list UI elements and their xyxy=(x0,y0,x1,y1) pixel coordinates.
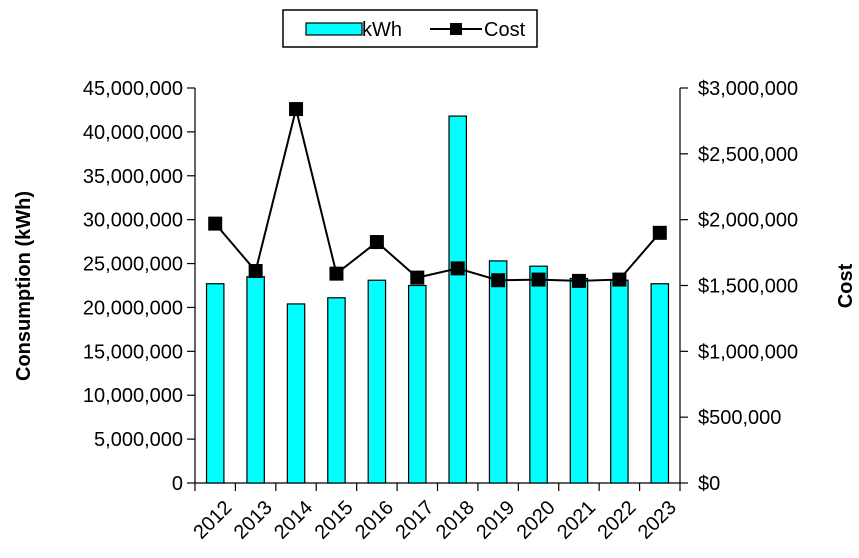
left-tick-label: 45,000,000 xyxy=(83,78,183,100)
legend-label-cost: Cost xyxy=(484,19,526,41)
right-tick-label: $0 xyxy=(698,473,720,495)
right-tick-label: $500,000 xyxy=(698,407,781,429)
kwh-bar xyxy=(529,265,548,484)
cost-line xyxy=(214,108,661,282)
left-axis-ticks: 0 5,000,000 10,000,000 15,000,000 20,000,000… xyxy=(83,78,195,495)
left-tick-label: 0 xyxy=(172,473,183,495)
kwh-bar xyxy=(488,260,508,484)
cost-marker xyxy=(450,261,465,276)
cost-marker xyxy=(329,266,344,281)
legend-marker-cost xyxy=(450,23,462,35)
kwh-bar xyxy=(367,279,387,484)
left-tick-label: 20,000,000 xyxy=(83,297,183,319)
right-tick-label: $1,500,000 xyxy=(698,276,798,298)
x-tick-label: 2020 xyxy=(513,497,560,544)
cost-marker xyxy=(369,235,384,250)
kwh-bars xyxy=(205,115,670,484)
kwh-bar xyxy=(205,283,225,484)
right-tick-label: $2,000,000 xyxy=(698,210,798,232)
right-tick-label: $3,000,000 xyxy=(698,78,798,100)
right-tick-label: $2,500,000 xyxy=(698,144,798,166)
legend-swatch-kwh xyxy=(305,22,363,36)
cost-marker xyxy=(248,264,263,279)
x-tick-label: 2016 xyxy=(351,497,398,544)
cost-marker xyxy=(571,273,586,288)
left-tick-label: 10,000,000 xyxy=(83,385,183,407)
kwh-bar xyxy=(246,276,265,484)
right-axis-ticks: $0 $500,000 $1,000,000 $1,500,000 $2,000,000… xyxy=(680,78,798,495)
legend-label-kwh: kWh xyxy=(362,19,402,41)
x-tick-label: 2013 xyxy=(230,497,277,544)
left-tick-label: 15,000,000 xyxy=(83,341,183,363)
kwh-bar xyxy=(650,283,670,484)
legend: kWh Cost xyxy=(282,9,538,48)
kwh-bar xyxy=(448,115,467,484)
cost-marker xyxy=(289,102,304,117)
right-tick-label: $1,000,000 xyxy=(698,341,798,363)
x-tick-label: 2021 xyxy=(553,497,600,544)
kwh-bar xyxy=(286,303,306,484)
x-tick-label: 2019 xyxy=(472,497,519,544)
kwh-bar xyxy=(327,297,346,484)
cost-marker xyxy=(652,225,667,240)
kwh-bar xyxy=(408,284,427,484)
cost-marker xyxy=(208,216,223,231)
x-axis-ticks: 2012201320142015201620172018201920202021… xyxy=(189,483,681,544)
left-tick-label: 35,000,000 xyxy=(83,166,183,188)
y2-axis-title: Cost xyxy=(835,263,857,308)
cost-line-series xyxy=(208,102,667,288)
x-tick-label: 2012 xyxy=(189,497,236,544)
x-tick-label: 2022 xyxy=(594,497,641,544)
cost-marker xyxy=(410,270,425,285)
left-tick-label: 40,000,000 xyxy=(83,122,183,144)
x-tick-label: 2018 xyxy=(432,497,479,544)
kwh-bar xyxy=(610,279,629,484)
kwh-bar xyxy=(569,277,589,484)
x-tick-label: 2015 xyxy=(311,497,358,544)
cost-marker xyxy=(491,273,506,288)
left-tick-label: 5,000,000 xyxy=(94,429,183,451)
x-tick-label: 2023 xyxy=(634,497,681,544)
x-tick-label: 2017 xyxy=(391,497,438,544)
x-tick-label: 2014 xyxy=(270,497,317,544)
cost-marker xyxy=(612,272,627,287)
y-axis-title: Consumption (kWh) xyxy=(13,191,35,381)
left-tick-label: 25,000,000 xyxy=(83,254,183,276)
left-tick-label: 30,000,000 xyxy=(83,210,183,232)
cost-marker xyxy=(531,272,546,287)
